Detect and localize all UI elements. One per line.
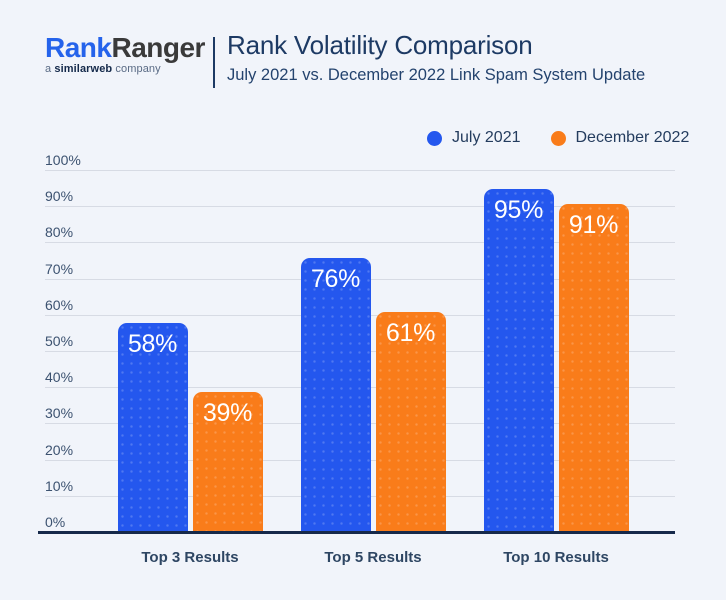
page-title: Rank Volatility Comparison [227, 30, 533, 60]
y-axis-tick-50-: 50% [45, 333, 74, 349]
header-divider [213, 37, 215, 88]
tagline-prefix: a [45, 63, 55, 75]
bar-december-2022-top-3-results: 39% [192, 391, 263, 533]
bar-july-2021-top-10-results: 95% [483, 189, 554, 533]
page-subtitle: July 2021 vs. December 2022 Link Spam Sy… [227, 66, 646, 84]
y-axis-tick-0-: 0% [45, 514, 66, 530]
legend-item-december-2022: December 2022 [550, 129, 690, 147]
x-axis-baseline [38, 531, 675, 534]
x-axis-label-top-10-results: Top 10 Results [503, 549, 609, 566]
bar-december-2022-top-10-results: 91% [558, 203, 629, 533]
logo-ranger-text: Ranger [111, 32, 205, 63]
bar-july-2021-top-5-results: 76% [300, 257, 371, 533]
y-axis-tick-100-: 100% [45, 152, 81, 168]
bar-july-2021-top-3-results: 58% [117, 323, 188, 533]
y-axis-tick-10-: 10% [45, 477, 74, 494]
legend-dot-december-2022 [550, 130, 566, 146]
y-axis-tick-80-: 80% [45, 224, 74, 241]
x-axis-label-top-3-results: Top 3 Results [141, 549, 239, 566]
x-axis-label-top-5-results: Top 5 Results [324, 549, 422, 566]
y-axis-tick-30-: 30% [45, 405, 74, 422]
bar-value-december-2022-top-5-results: 61% [385, 319, 436, 348]
legend-label-july-2021: July 2021 [452, 129, 521, 146]
bar-value-july-2021-top-5-results: 76% [310, 264, 361, 293]
y-axis-tick-90-: 90% [45, 188, 74, 205]
chart-legend: July 2021 December 2022 [427, 129, 689, 147]
y-axis-tick-40-: 40% [45, 369, 74, 386]
bar-value-july-2021-top-10-results: 95% [493, 196, 544, 225]
legend-dot-july-2021 [427, 130, 442, 146]
rankranger-logo-text: RankRanger [45, 33, 215, 63]
gridline-80- [45, 242, 675, 244]
tagline-suffix: company [112, 63, 161, 75]
rankranger-logo: RankRanger a similarweb company [45, 33, 215, 76]
y-axis-tick-20-: 20% [45, 441, 74, 458]
bar-value-july-2021-top-3-results: 58% [127, 330, 178, 359]
y-axis-tick-70-: 70% [45, 260, 74, 277]
legend-label-december-2022: December 2022 [575, 129, 690, 146]
bar-december-2022-top-5-results: 61% [375, 312, 446, 533]
bar-value-december-2022-top-3-results: 39% [202, 398, 253, 427]
logo-rank-text: Rank [45, 32, 112, 63]
tagline-similarweb: similarweb [54, 63, 113, 75]
gridline-100- [45, 170, 675, 171]
bar-value-december-2022-top-10-results: 91% [568, 210, 619, 239]
logo-similarweb-tagline: a similarweb company [45, 63, 215, 75]
y-axis-tick-60-: 60% [45, 296, 74, 313]
gridline-90- [45, 206, 675, 208]
legend-item-july-2021: July 2021 [427, 129, 521, 147]
